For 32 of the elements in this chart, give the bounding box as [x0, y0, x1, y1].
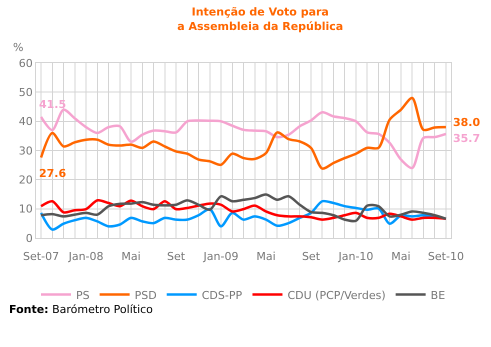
x-tick-label: Mai [391, 250, 411, 264]
x-tick-label: Jan-10 [338, 250, 374, 264]
y-tick-label: 20 [18, 174, 33, 187]
x-tick-label: Mai [121, 250, 141, 264]
y-tick-label: 10 [18, 202, 33, 216]
line-series [40, 108, 448, 170]
x-tick-label: Set-07 [23, 250, 60, 264]
x-tick-label: Set-10 [428, 250, 464, 264]
y-axis-title: % [13, 41, 24, 54]
legend-label: BE [430, 288, 446, 302]
annotation: 35.7 [453, 132, 480, 145]
line-series [40, 96, 448, 170]
line-series [40, 193, 448, 222]
x-tick-label: Jan-08 [68, 250, 104, 264]
x-tick-label: Jan-09 [202, 250, 238, 264]
y-tick-label: 60 [18, 56, 33, 70]
y-tick-label: 50 [18, 86, 33, 100]
chart-title: Intenção de Voto para a Assembleia da República [177, 6, 344, 33]
x-tick-label: Set [166, 250, 186, 264]
legend-label: PS [76, 288, 90, 302]
x-tick-label: Set [302, 250, 321, 264]
legend-label: PSD [134, 288, 157, 302]
legend-label: CDS-PP [202, 288, 242, 302]
y-tick-label: 0 [26, 232, 33, 245]
y-tick-label: 30 [18, 144, 33, 158]
legend-label: CDU (PCP/Verdes) [287, 288, 386, 302]
annotation: 38.0 [453, 116, 480, 129]
annotation: 41.5 [39, 98, 66, 111]
annotation: 27.6 [39, 167, 66, 180]
source-note: Fonte: Barómetro Político [9, 303, 154, 316]
y-tick-label: 40 [18, 115, 33, 128]
x-tick-label: Mai [256, 250, 276, 264]
